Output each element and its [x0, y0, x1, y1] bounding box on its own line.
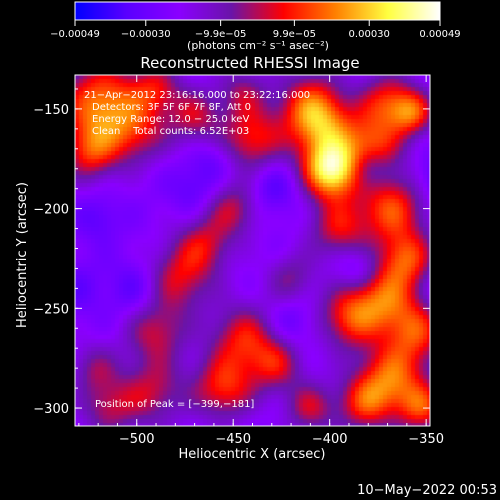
annotation-detectors: Detectors: 3F 5F 6F 7F 8F, Att 0	[92, 102, 251, 113]
y-axis-label: Heliocentric Y (arcsec)	[15, 182, 30, 328]
x-tick-label: −500	[119, 432, 155, 447]
colorbar-ticks: −0.00049 −0.00030 −9.9e−05 9.9e−05 0.00030 0.…	[50, 20, 461, 40]
colorbar-tick-label: 9.9e−05	[273, 29, 316, 40]
colorbar-gradient	[74, 1, 441, 21]
colorbar-unit-label: (photons cm⁻² s⁻¹ asec⁻²)	[187, 39, 329, 52]
colorbar-tick-label: −9.9e−05	[195, 29, 247, 40]
annotation-counts: Clean Total counts: 6.52E+03	[92, 126, 249, 137]
x-tick-label: −400	[312, 432, 348, 447]
x-tick-label: −450	[215, 432, 251, 447]
y-tick-label: −300	[33, 402, 69, 417]
annotation-time-range: 21−Apr−2012 23:16:16.000 to 23:22:16.000	[84, 90, 310, 101]
annotation-energy-range: Energy Range: 12.0 − 25.0 keV	[92, 114, 249, 125]
y-tick-label: −250	[33, 302, 69, 317]
x-tick-label: −350	[408, 432, 444, 447]
heatmap-image	[75, 75, 430, 426]
peak-position-label: Position of Peak = [−399,−181]	[95, 399, 254, 410]
colorbar-tick-label: −0.00030	[121, 29, 171, 40]
colorbar-tick-label: −0.00049	[50, 29, 100, 40]
chart-title: Reconstructed RHESSI Image	[140, 54, 359, 72]
annotations: 21−Apr−2012 23:16:16.000 to 23:22:16.000…	[84, 90, 310, 410]
x-axis-label: Heliocentric X (arcsec)	[179, 447, 326, 462]
colorbar-tick-label: 0.00030	[349, 29, 390, 40]
heatmap	[74, 74, 431, 427]
colorbar: −0.00049 −0.00030 −9.9e−05 9.9e−05 0.00030 0.…	[50, 1, 461, 52]
y-axis: −150 −200 −250 −300	[33, 88, 430, 417]
x-axis: −500 −450 −400 −350	[78, 75, 444, 447]
colorbar-tick-label: 0.00049	[419, 29, 460, 40]
y-tick-label: −200	[33, 203, 69, 218]
y-tick-label: −150	[33, 103, 69, 118]
timestamp: 10−May−2022 00:53	[357, 483, 497, 498]
